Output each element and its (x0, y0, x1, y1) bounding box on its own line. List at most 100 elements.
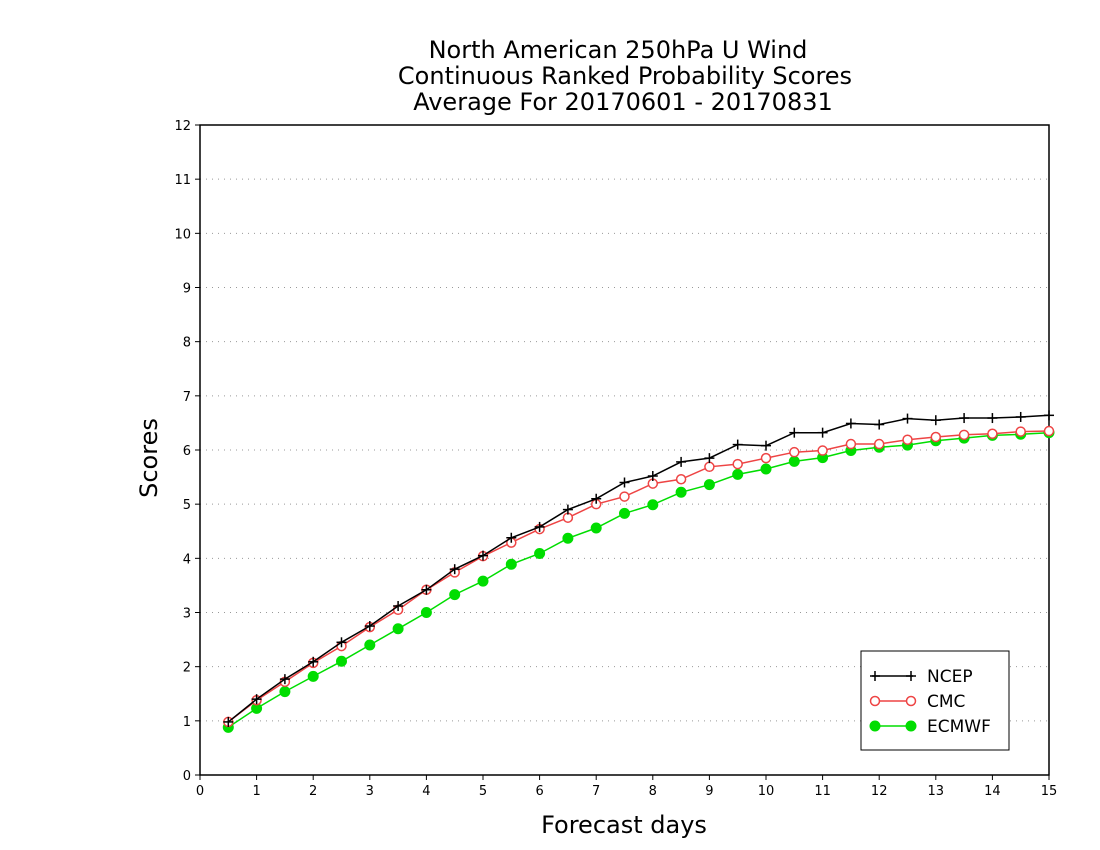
y-tick-label: 2 (183, 661, 191, 676)
ecmwf-point (703, 479, 715, 491)
ncep-point (478, 550, 488, 561)
x-tick-label: 1 (252, 784, 260, 799)
cmc-point (704, 461, 715, 473)
y-tick-label: 9 (183, 282, 191, 297)
cmc-point (902, 434, 913, 445)
ncep-point (1015, 411, 1026, 422)
x-tick-label: 13 (928, 784, 945, 799)
y-tick-label: 1 (183, 715, 191, 730)
legend-marker (869, 720, 881, 732)
ecmwf-point (760, 463, 772, 475)
ncep-point (223, 716, 234, 727)
ncep-point (421, 584, 432, 595)
ncep-point (562, 504, 573, 515)
ncep-point (308, 656, 319, 667)
x-axis-label: Forecast days (541, 811, 707, 839)
ecmwf-point (364, 639, 376, 651)
y-tick-label: 3 (183, 607, 191, 622)
ncep-point (817, 427, 828, 438)
x-tick-label: 5 (479, 784, 487, 799)
ecmwf-point (307, 670, 319, 682)
ecmwf-point (534, 547, 546, 559)
legend-item-cmc: CMC (869, 692, 965, 712)
ecmwf-point (392, 623, 404, 635)
ecmwf-point (449, 589, 461, 601)
legend-marker (870, 671, 880, 681)
chart-title-line-3: Average For 20170601 - 20170831 (413, 88, 833, 116)
chart-title: North American 250hPa U Wind Continuous … (398, 36, 852, 116)
ecmwf-point (590, 522, 602, 534)
cmc-point (732, 458, 743, 470)
x-tick-label: 11 (814, 784, 831, 799)
ncep-point (732, 439, 743, 450)
ncep-point (959, 413, 970, 424)
ncep-point (845, 418, 856, 429)
cmc-point (845, 438, 857, 450)
ecmwf-point (675, 486, 687, 498)
ecmwf-point (562, 532, 574, 544)
ncep-point (704, 453, 715, 464)
legend-marker (905, 695, 917, 707)
cmc-point (1015, 426, 1026, 437)
cmc-point (817, 445, 828, 456)
ncep-point (393, 601, 404, 611)
x-tick-label: 8 (649, 784, 657, 799)
cmc-point (873, 438, 885, 450)
x-tick-label: 0 (196, 784, 204, 799)
cmc-point (958, 429, 970, 441)
legend-marker (905, 720, 917, 732)
x-tick-label: 4 (422, 784, 430, 799)
x-tick-label: 7 (592, 784, 600, 799)
ncep-point (647, 471, 658, 481)
ncep-point (364, 621, 375, 632)
x-tick-label: 2 (309, 784, 317, 799)
chart-title-line-1: North American 250hPa U Wind (429, 36, 808, 64)
y-tick-label: 7 (183, 390, 191, 405)
chart-title-line-2: Continuous Ranked Probability Scores (398, 62, 852, 90)
ncep-point (761, 440, 771, 451)
y-tick-label: 5 (183, 498, 191, 513)
x-tick-label: 15 (1041, 784, 1058, 799)
ncep-point (676, 456, 687, 467)
x-tick-label: 10 (758, 784, 775, 799)
legend-label: NCEP (927, 667, 973, 687)
cmc-point (930, 431, 942, 443)
legend: NCEP CMC ECMWF (860, 650, 1010, 751)
ecmwf-point (505, 558, 517, 570)
cmc-point (987, 428, 998, 439)
cmc-point (1043, 425, 1055, 437)
ncep-point (789, 427, 800, 438)
y-gridlines (200, 178, 1049, 722)
x-tick-label: 12 (871, 784, 888, 799)
x-tick-label: 9 (705, 784, 713, 799)
x-tick-label: 14 (984, 784, 1001, 799)
ncep-point (534, 521, 545, 532)
y-axis-label: Scores (135, 418, 163, 498)
ncep-point (619, 477, 630, 488)
y-tick-label: 0 (183, 769, 191, 784)
ncep-point (874, 419, 885, 430)
ncep-point (1044, 410, 1054, 421)
ecmwf-point (647, 499, 659, 511)
ncep-point (591, 493, 602, 504)
ecmwf-point (732, 468, 744, 480)
legend-label: CMC (927, 692, 965, 712)
cmc-point (675, 474, 687, 485)
legend-item-ncep: NCEP (870, 667, 973, 687)
ecmwf-point (788, 455, 800, 467)
y-tick-label: 4 (183, 552, 191, 567)
ncep-point (930, 415, 941, 426)
legend-marker (869, 695, 881, 707)
y-tick-label: 12 (174, 119, 191, 134)
y-tick-label: 10 (174, 227, 191, 242)
legend-marker (906, 671, 916, 681)
data-series (222, 410, 1055, 733)
y-tick-label: 6 (183, 444, 191, 459)
ecmwf-point (420, 607, 432, 618)
ncep-point (902, 413, 913, 424)
ecmwf-point (336, 655, 347, 667)
y-tick-label: 11 (174, 173, 191, 188)
legend-item-ecmwf: ECMWF (869, 717, 991, 737)
legend-label: ECMWF (927, 717, 991, 737)
